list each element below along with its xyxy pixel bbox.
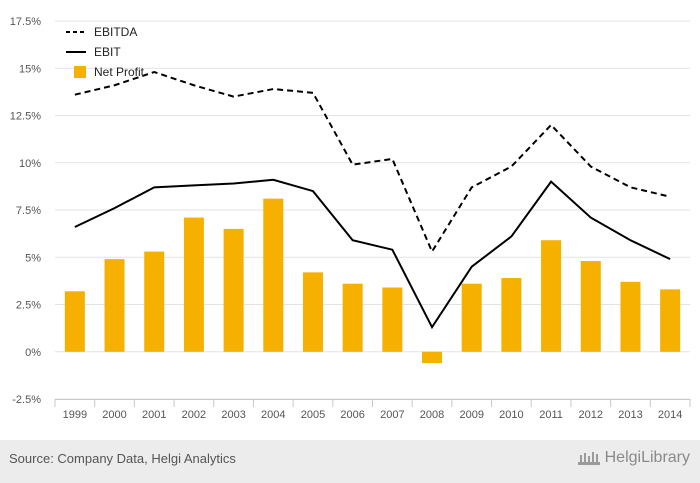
y-axis-ticks: -2.5% 0% 2.5% 5% 7.5% 10% 12.5% 15% 17.5% <box>10 16 41 406</box>
x-tick-label: 2006 <box>340 409 364 421</box>
x-tick-label: 2011 <box>539 409 563 421</box>
y-tick-label: 0% <box>25 347 41 359</box>
ebitda-line <box>74 70 671 254</box>
legend-label: EBIT <box>94 45 121 59</box>
x-tick-label: 2009 <box>459 409 483 421</box>
legend: EBITDA EBIT Net Profit <box>66 25 145 79</box>
y-tick-label: -2.5% <box>12 394 41 406</box>
x-axis: 1999 2000 2001 2002 2003 2004 2005 2006 2007 2008… <box>54 399 691 421</box>
legend-swatch <box>74 66 86 78</box>
net-profit-bar <box>104 259 125 352</box>
net-profit-bar <box>382 287 403 352</box>
y-tick-label: 2.5% <box>16 300 41 312</box>
x-tick-label: 1999 <box>63 409 87 421</box>
net-profit-bar <box>501 278 522 352</box>
chart: -2.5% 0% 2.5% 5% 7.5% 10% 12.5% 15% 17.5% 1999 20… <box>10 16 691 421</box>
line-series <box>74 70 671 330</box>
x-tick-label: 2008 <box>420 409 444 421</box>
source-text: Source: Company Data, Helgi Analytics <box>9 451 236 466</box>
y-tick-label: 17.5% <box>10 16 41 28</box>
net-profit-bar <box>64 291 85 352</box>
legend-label: EBITDA <box>94 25 137 39</box>
x-tick-label: 2002 <box>182 409 206 421</box>
net-profit-bar <box>223 228 244 352</box>
ebit-line <box>74 178 671 330</box>
library-icon <box>577 452 600 465</box>
x-tick-label: 2007 <box>380 409 404 421</box>
net-profit-bar <box>342 283 363 352</box>
x-tick-label: 2010 <box>499 409 523 421</box>
x-tick-label: 2005 <box>301 409 325 421</box>
net-profit-bar <box>580 261 601 352</box>
y-tick-label: 15% <box>19 63 41 75</box>
net-profit-bars <box>64 198 681 364</box>
legend-label: Net Profit <box>94 65 145 79</box>
x-tick-label: 2014 <box>658 409 682 421</box>
y-tick-label: 5% <box>25 252 41 264</box>
y-tick-label: 12.5% <box>10 111 41 123</box>
net-profit-bar <box>302 272 323 352</box>
brand-name: HelgiLibrary <box>604 449 690 466</box>
brand-logo: HelgiLibrary <box>577 449 690 467</box>
y-tick-label: 7.5% <box>16 205 41 217</box>
net-profit-bar <box>422 351 443 364</box>
net-profit-bar <box>144 251 165 352</box>
net-profit-bar <box>183 217 204 352</box>
net-profit-bar <box>660 289 681 352</box>
footer: Source: Company Data, Helgi Analytics He… <box>0 440 700 483</box>
x-tick-label: 2000 <box>102 409 126 421</box>
x-tick-label: 2012 <box>579 409 603 421</box>
x-tick-label: 2001 <box>142 409 166 421</box>
net-profit-bar <box>620 281 641 352</box>
x-tick-label: 2003 <box>221 409 245 421</box>
net-profit-bar <box>263 198 284 352</box>
net-profit-bar <box>541 240 562 352</box>
net-profit-bar <box>461 283 482 352</box>
y-tick-label: 10% <box>19 158 41 170</box>
x-tick-label: 2004 <box>261 409 285 421</box>
x-tick-label: 2013 <box>618 409 642 421</box>
